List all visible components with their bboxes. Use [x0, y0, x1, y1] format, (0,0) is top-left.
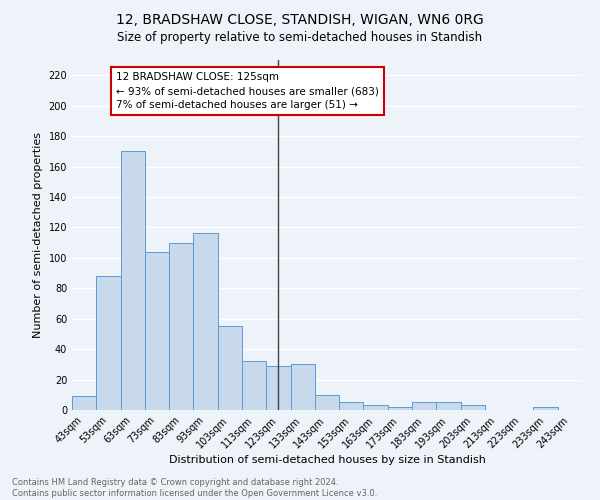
Bar: [96, 276, 121, 410]
Bar: [242, 362, 266, 410]
Bar: [388, 407, 412, 410]
Bar: [193, 234, 218, 410]
Text: 12 BRADSHAW CLOSE: 125sqm
← 93% of semi-detached houses are smaller (683)
7% of : 12 BRADSHAW CLOSE: 125sqm ← 93% of semi-…: [116, 72, 379, 110]
Bar: [169, 242, 193, 410]
Bar: [121, 152, 145, 410]
Bar: [339, 402, 364, 410]
Bar: [266, 366, 290, 410]
Bar: [461, 406, 485, 410]
Bar: [436, 402, 461, 410]
Bar: [72, 396, 96, 410]
Bar: [364, 406, 388, 410]
Bar: [145, 252, 169, 410]
Y-axis label: Number of semi-detached properties: Number of semi-detached properties: [33, 132, 43, 338]
Text: Size of property relative to semi-detached houses in Standish: Size of property relative to semi-detach…: [118, 31, 482, 44]
Text: 12, BRADSHAW CLOSE, STANDISH, WIGAN, WN6 0RG: 12, BRADSHAW CLOSE, STANDISH, WIGAN, WN6…: [116, 12, 484, 26]
Bar: [290, 364, 315, 410]
Bar: [533, 407, 558, 410]
X-axis label: Distribution of semi-detached houses by size in Standish: Distribution of semi-detached houses by …: [169, 456, 485, 466]
Bar: [218, 326, 242, 410]
Text: Contains HM Land Registry data © Crown copyright and database right 2024.
Contai: Contains HM Land Registry data © Crown c…: [12, 478, 377, 498]
Bar: [412, 402, 436, 410]
Bar: [315, 395, 339, 410]
